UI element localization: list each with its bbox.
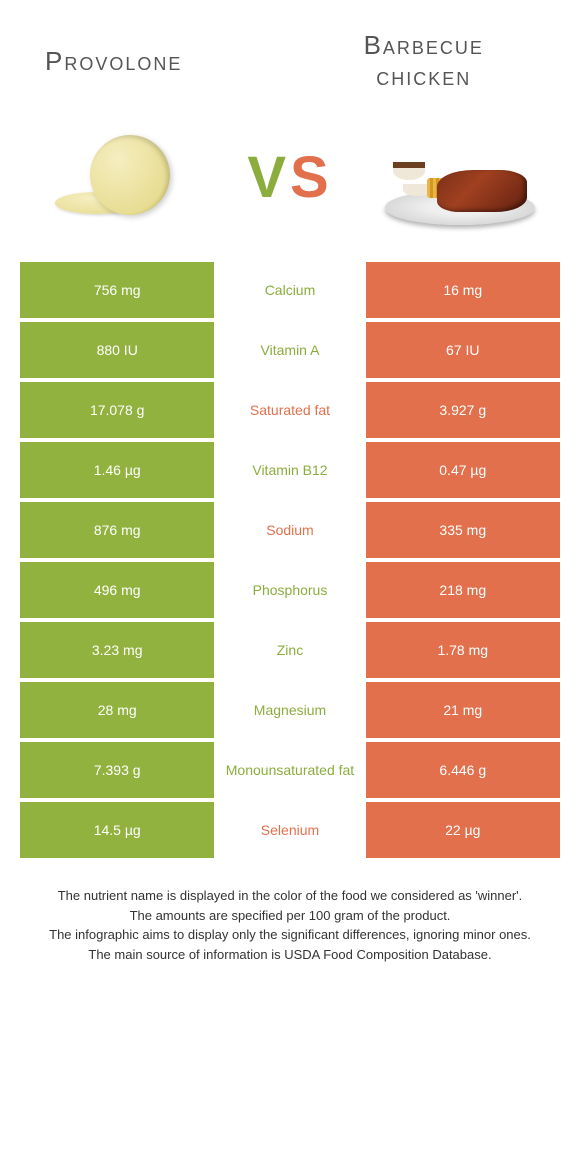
nutrient-table: 756 mgCalcium16 mg880 IUVitamin A67 IU17…: [20, 262, 560, 858]
left-value-cell: 7.393 g: [20, 742, 214, 798]
nutrient-name-cell: Phosphorus: [214, 562, 365, 618]
right-food-title: Barbecuechicken: [298, 30, 551, 92]
right-value-cell: 1.78 mg: [366, 622, 560, 678]
right-value-cell: 218 mg: [366, 562, 560, 618]
table-row: 756 mgCalcium16 mg: [20, 262, 560, 318]
barbecue-chicken-icon: [385, 190, 535, 225]
right-value-cell: 67 IU: [366, 322, 560, 378]
left-value-cell: 1.46 µg: [20, 442, 214, 498]
table-row: 28 mgMagnesium21 mg: [20, 682, 560, 738]
right-value-cell: 22 µg: [366, 802, 560, 858]
table-row: 14.5 µgSelenium22 µg: [20, 802, 560, 858]
right-value-cell: 21 mg: [366, 682, 560, 738]
nutrient-name-cell: Saturated fat: [214, 382, 365, 438]
table-row: 3.23 mgZinc1.78 mg: [20, 622, 560, 678]
table-row: 17.078 gSaturated fat3.927 g: [20, 382, 560, 438]
footnote-line: The nutrient name is displayed in the co…: [26, 886, 554, 906]
nutrient-name-cell: Selenium: [214, 802, 365, 858]
nutrient-name-cell: Vitamin A: [214, 322, 365, 378]
table-row: 876 mgSodium335 mg: [20, 502, 560, 558]
right-value-cell: 6.446 g: [366, 742, 560, 798]
nutrient-name-cell: Magnesium: [214, 682, 365, 738]
vs-s: S: [290, 145, 333, 210]
nutrient-name-cell: Zinc: [214, 622, 365, 678]
left-value-cell: 17.078 g: [20, 382, 214, 438]
table-row: 496 mgPhosphorus218 mg: [20, 562, 560, 618]
right-food-image: [380, 122, 540, 232]
table-row: 880 IUVitamin A67 IU: [20, 322, 560, 378]
left-food-image: [40, 122, 200, 232]
nutrient-name-cell: Monounsaturated fat: [214, 742, 365, 798]
left-value-cell: 880 IU: [20, 322, 214, 378]
vs-v: V: [247, 145, 290, 210]
left-value-cell: 14.5 µg: [20, 802, 214, 858]
nutrient-name-cell: Sodium: [214, 502, 365, 558]
provolone-icon: [45, 127, 195, 227]
footnote-line: The amounts are specified per 100 gram o…: [26, 906, 554, 926]
footnotes: The nutrient name is displayed in the co…: [20, 886, 560, 964]
footnote-line: The infographic aims to display only the…: [26, 925, 554, 945]
nutrient-name-cell: Vitamin B12: [214, 442, 365, 498]
left-value-cell: 3.23 mg: [20, 622, 214, 678]
images-row: VS: [20, 112, 560, 262]
left-value-cell: 756 mg: [20, 262, 214, 318]
right-value-cell: 335 mg: [366, 502, 560, 558]
right-value-cell: 0.47 µg: [366, 442, 560, 498]
infographic-container: Provolone Barbecuechicken VS 756 mgCalci…: [0, 0, 580, 984]
table-row: 1.46 µgVitamin B120.47 µg: [20, 442, 560, 498]
right-value-cell: 3.927 g: [366, 382, 560, 438]
left-value-cell: 876 mg: [20, 502, 214, 558]
nutrient-name-cell: Calcium: [214, 262, 365, 318]
vs-label: VS: [247, 144, 332, 211]
left-food-title: Provolone: [30, 46, 298, 77]
header-row: Provolone Barbecuechicken: [20, 30, 560, 92]
table-row: 7.393 gMonounsaturated fat6.446 g: [20, 742, 560, 798]
right-value-cell: 16 mg: [366, 262, 560, 318]
right-food-title-text: Barbecuechicken: [364, 30, 484, 91]
left-value-cell: 496 mg: [20, 562, 214, 618]
footnote-line: The main source of information is USDA F…: [26, 945, 554, 965]
left-value-cell: 28 mg: [20, 682, 214, 738]
